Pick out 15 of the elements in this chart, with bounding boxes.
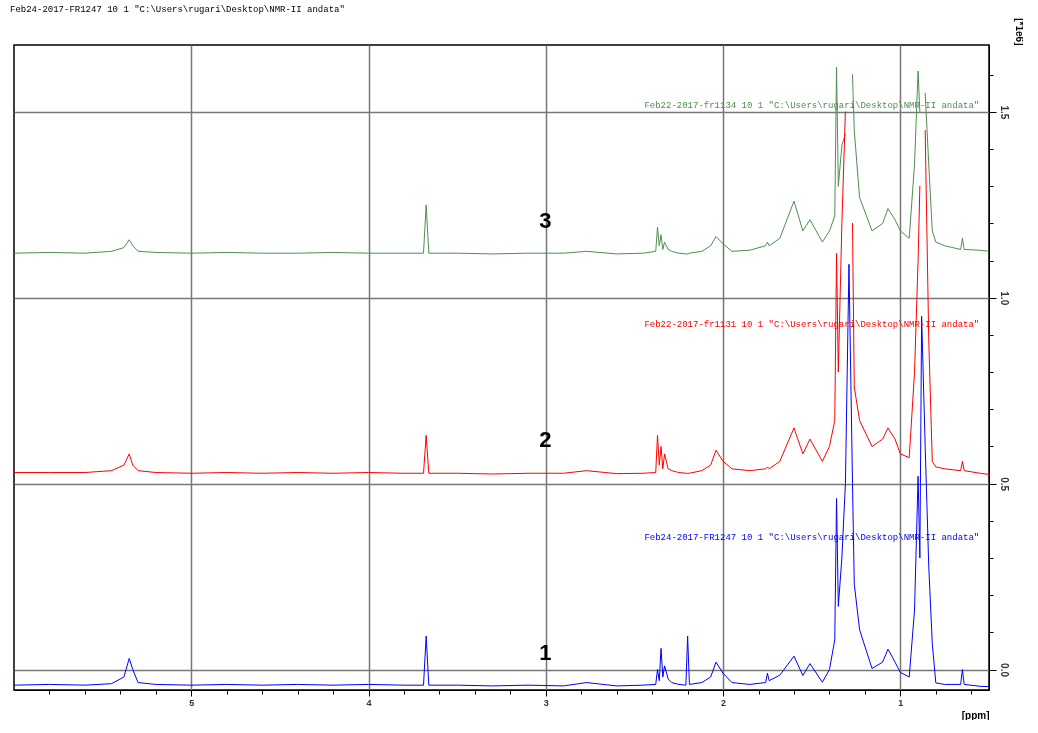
x-tick-label: 5 xyxy=(189,697,195,708)
y-tick-label: 1.0 xyxy=(998,291,1010,306)
y-tick-label: 0.5 xyxy=(998,477,1010,492)
annotation: 1 xyxy=(539,639,552,665)
x-axis-title: [ppm] xyxy=(961,709,990,721)
x-tick-label: 4 xyxy=(366,697,372,708)
x-tick-label: 2 xyxy=(721,697,727,708)
x-tick-label: 3 xyxy=(543,697,549,708)
y-tick-label: 1.5 xyxy=(998,105,1010,120)
y-tick-label: 0.0 xyxy=(998,663,1010,678)
annotation: 2 xyxy=(539,427,552,453)
x-tick-label: 1 xyxy=(898,697,904,708)
y-axis-title: [*1e6] xyxy=(1013,18,1025,46)
chart-title: Feb24-2017-FR1247 10 1 "C:\Users\rugari\Desktop\NMR-II andata" xyxy=(10,4,345,15)
annotation: 3 xyxy=(539,207,552,233)
